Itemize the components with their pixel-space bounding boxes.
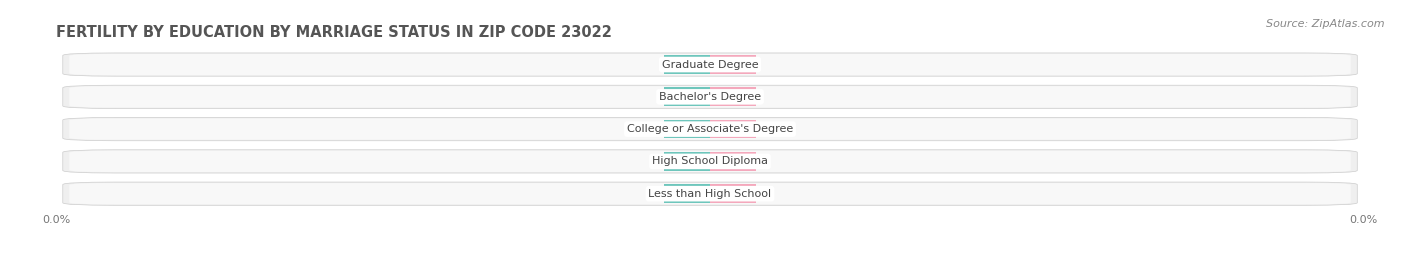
Bar xyxy=(710,87,756,106)
Text: 0.0%: 0.0% xyxy=(720,59,747,70)
Text: 0.0%: 0.0% xyxy=(720,156,747,167)
Text: Source: ZipAtlas.com: Source: ZipAtlas.com xyxy=(1267,19,1385,29)
FancyBboxPatch shape xyxy=(69,54,1351,75)
Text: 0.0%: 0.0% xyxy=(720,189,747,199)
FancyBboxPatch shape xyxy=(69,183,1351,204)
Text: 0.0%: 0.0% xyxy=(673,92,700,102)
FancyBboxPatch shape xyxy=(63,85,1357,108)
Text: 0.0%: 0.0% xyxy=(673,189,700,199)
FancyBboxPatch shape xyxy=(63,118,1357,141)
FancyBboxPatch shape xyxy=(63,150,1357,173)
Bar xyxy=(710,184,756,203)
Text: FERTILITY BY EDUCATION BY MARRIAGE STATUS IN ZIP CODE 23022: FERTILITY BY EDUCATION BY MARRIAGE STATU… xyxy=(56,25,612,40)
FancyBboxPatch shape xyxy=(69,118,1351,140)
Bar xyxy=(664,55,710,74)
Bar xyxy=(664,152,710,171)
Text: Graduate Degree: Graduate Degree xyxy=(662,59,758,70)
Bar xyxy=(664,120,710,139)
Bar xyxy=(710,152,756,171)
Text: 0.0%: 0.0% xyxy=(673,156,700,167)
Bar xyxy=(710,120,756,139)
Bar xyxy=(664,184,710,203)
Text: 0.0%: 0.0% xyxy=(673,124,700,134)
Text: Less than High School: Less than High School xyxy=(648,189,772,199)
Text: 0.0%: 0.0% xyxy=(720,124,747,134)
FancyBboxPatch shape xyxy=(69,86,1351,108)
Text: Bachelor's Degree: Bachelor's Degree xyxy=(659,92,761,102)
Bar xyxy=(710,55,756,74)
Text: 0.0%: 0.0% xyxy=(720,92,747,102)
FancyBboxPatch shape xyxy=(69,151,1351,172)
Text: High School Diploma: High School Diploma xyxy=(652,156,768,167)
Text: College or Associate's Degree: College or Associate's Degree xyxy=(627,124,793,134)
FancyBboxPatch shape xyxy=(63,53,1357,76)
FancyBboxPatch shape xyxy=(63,182,1357,205)
Text: 0.0%: 0.0% xyxy=(673,59,700,70)
Bar xyxy=(664,87,710,106)
